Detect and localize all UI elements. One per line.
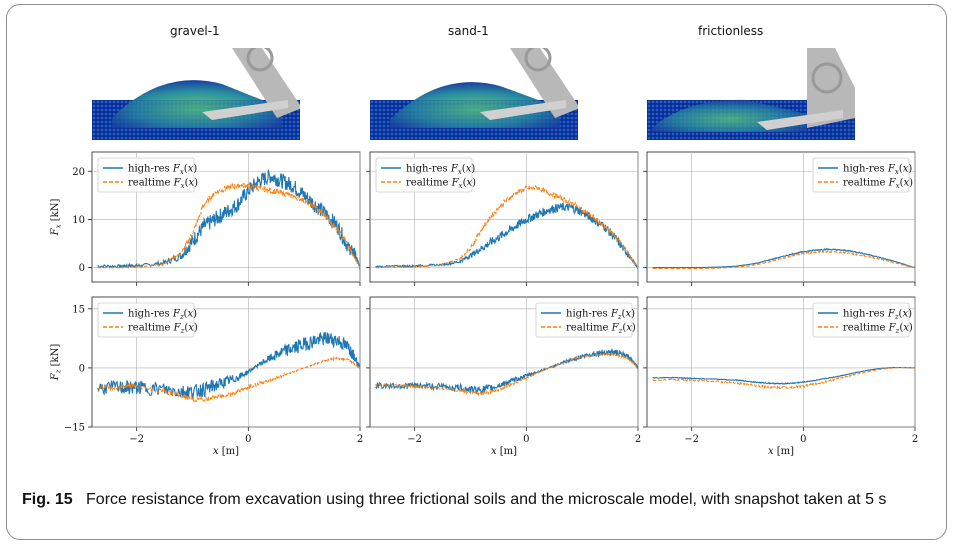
series-realtime-line <box>652 250 916 270</box>
figure-caption: Fig. 15 Force resistance from excavation… <box>22 489 932 510</box>
x-tick-label: −2 <box>684 434 699 445</box>
y-tick-label: 10 <box>72 215 85 226</box>
series-high-res-line <box>652 248 916 269</box>
legend-label: high-res Fz(x) <box>128 309 197 322</box>
caption-text: Force resistance from excavation using t… <box>86 491 887 508</box>
x-tick-label: 0 <box>800 434 806 445</box>
x-tick-label: 0 <box>245 434 251 445</box>
snapshot-image-frictionless <box>647 48 855 140</box>
y-axis-label-text: Fx [kN] <box>50 199 63 237</box>
panel-3: high-res Fx(x)realtime Fx(x) <box>643 151 916 286</box>
legend-label: high-res Fx(x) <box>406 164 475 177</box>
figure-frame <box>6 4 947 540</box>
legend-box <box>812 157 910 193</box>
y-tick-label: 0 <box>79 363 85 374</box>
x-axis-label: x [m] <box>491 446 517 457</box>
y-tick-label: 15 <box>72 304 85 315</box>
legend-label: high-res Fx(x) <box>843 164 912 177</box>
panel-6: −2 0 2 high-res Fz(x)realtime Fz(x) x [m] <box>643 296 918 457</box>
x-tick-label: 2 <box>357 434 363 445</box>
legend-label: high-res Fx(x) <box>128 164 197 177</box>
legend-label: realtime Fz(x) <box>566 323 636 336</box>
series-high-res-line <box>652 366 915 385</box>
panel-2: high-res Fx(x)realtime Fx(x) <box>366 151 639 286</box>
snapshot-image-sand <box>370 48 578 140</box>
legend-label: high-res Fz(x) <box>843 309 912 322</box>
legend-label: realtime Fx(x) <box>128 178 198 191</box>
snapshot-label-gravel: gravel-1 <box>170 24 220 38</box>
legend-label: high-res Fz(x) <box>566 309 635 322</box>
y-tick-label: 20 <box>72 167 85 178</box>
y-axis-label-text: Fz [kN] <box>50 344 63 382</box>
legend-label: realtime Fz(x) <box>128 323 198 336</box>
x-tick-label: 0 <box>523 434 529 445</box>
legend-box <box>535 302 633 338</box>
y-axis-label: Fz [kN] <box>50 344 63 382</box>
y-tick-label: 0 <box>79 263 85 274</box>
snapshot-label-sand: sand-1 <box>448 24 489 38</box>
legend-label: realtime Fx(x) <box>843 178 913 191</box>
legend-label: realtime Fz(x) <box>843 323 913 336</box>
series-realtime-line <box>97 356 361 403</box>
panel-1: 0 10 20 high-res Fx(x)realtime Fx(x) Fx [kN] <box>50 151 361 286</box>
panel-5: −2 0 2 high-res Fz(x)realtime Fz(x) x [m] <box>366 296 641 457</box>
legend-label: realtime Fx(x) <box>406 178 476 191</box>
snapshot-label-frictionless: frictionless <box>698 24 764 38</box>
legend-box <box>97 157 195 193</box>
x-tick-label: 2 <box>912 434 918 445</box>
figure-label: Fig. 15 <box>22 491 73 508</box>
x-tick-label: 2 <box>635 434 641 445</box>
y-tick-label: −15 <box>64 423 85 434</box>
x-axis-label: x [m] <box>213 446 239 457</box>
x-tick-label: −2 <box>129 434 144 445</box>
legend-box <box>375 157 473 193</box>
panel-4: −2 0 2 −15 0 15 high-res Fz(x)realtime Fz(x) Fz… <box>50 296 363 457</box>
x-tick-label: −2 <box>407 434 422 445</box>
series-realtime-line <box>375 351 639 397</box>
x-axis-label: x [m] <box>768 446 794 457</box>
legend-box <box>97 302 195 338</box>
series-realtime-line <box>652 366 915 390</box>
legend-box <box>812 302 910 338</box>
snapshot-image-gravel <box>92 48 300 140</box>
y-axis-label: Fx [kN] <box>50 199 63 237</box>
series-realtime-line <box>375 184 639 269</box>
series-realtime-line <box>97 182 361 269</box>
